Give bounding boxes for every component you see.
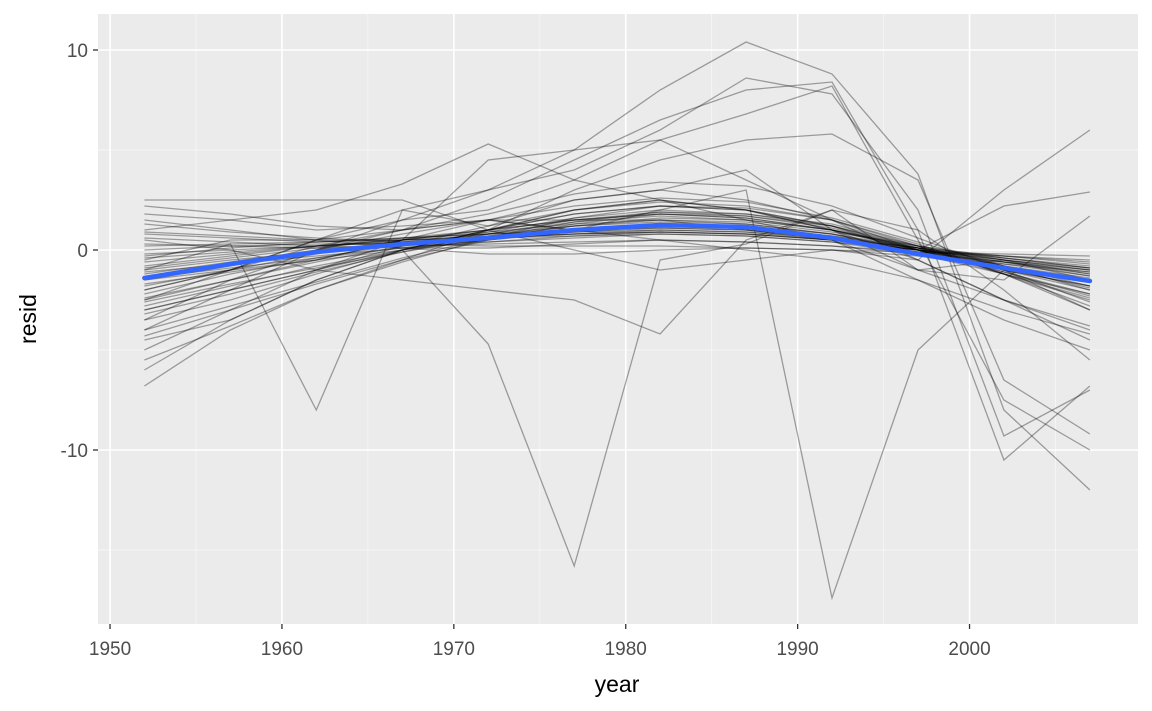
x-tick-label: 1960: [261, 639, 303, 660]
series-line-45: [144, 211, 1091, 315]
series-line-38: [144, 233, 1090, 263]
series-line-25: [144, 229, 1090, 275]
smooth-trend: [142, 222, 1093, 284]
series-line-23: [144, 201, 1091, 311]
x-axis-ticks: 1950 1960 1970 1980 1990 2000: [89, 624, 991, 660]
minor-gridlines: [98, 14, 1138, 624]
series-line-42: [144, 213, 1091, 275]
series-line-5: [144, 77, 1091, 437]
series-line-10: [144, 129, 1091, 271]
x-tick-label: 1980: [605, 639, 647, 660]
series-line-48: [144, 213, 1091, 337]
series-line-15: [144, 189, 1091, 351]
series-line-1: [144, 169, 1091, 412]
y-tick-label: 10: [67, 41, 88, 62]
series-line-28: [144, 239, 1090, 261]
series-line-27: [144, 211, 1091, 331]
series-line-47: [144, 231, 1090, 271]
x-tick-label: 1970: [433, 639, 475, 660]
x-tick-label: 2000: [948, 639, 990, 660]
series-line-43: [144, 209, 1091, 299]
series-line-7: [144, 85, 1091, 451]
series-line-40: [144, 205, 1091, 361]
y-tick-label: 0: [77, 241, 88, 262]
y-axis-ticks: -10 0 10: [61, 41, 98, 462]
series-line-3: [144, 189, 1091, 601]
series-line-17: [144, 213, 1091, 327]
series-line-26: [144, 215, 1091, 295]
series-line-49: [144, 229, 1090, 265]
series-line-11: [144, 139, 1091, 281]
series-line-4: [144, 41, 1091, 491]
series-line-31: [144, 219, 1090, 269]
smooth-trend-line: [142, 222, 1093, 284]
series-line-13: [144, 199, 1091, 387]
major-gridlines: [98, 14, 1138, 624]
plot-panel: [98, 14, 1138, 624]
y-axis-title: resid: [15, 294, 41, 344]
series-line-33: [144, 181, 1091, 303]
x-tick-label: 1990: [776, 639, 818, 660]
series-line-8: [144, 143, 1091, 291]
series-line-9: [144, 133, 1091, 435]
series-line-32: [144, 205, 1091, 321]
x-tick-label: 1950: [89, 639, 131, 660]
series-line-12: [144, 209, 1091, 335]
series-line-50: [144, 217, 1091, 303]
series-line-16: [144, 205, 1091, 335]
x-axis-title: year: [595, 671, 640, 697]
series-line-14: [144, 199, 1091, 371]
y-tick-label: -10: [61, 441, 88, 462]
series-line-24: [144, 231, 1090, 267]
series-line-19: [144, 213, 1091, 287]
series-line-46: [144, 231, 1090, 273]
series-line-34: [144, 243, 1090, 257]
series-line-2: [144, 209, 1091, 569]
